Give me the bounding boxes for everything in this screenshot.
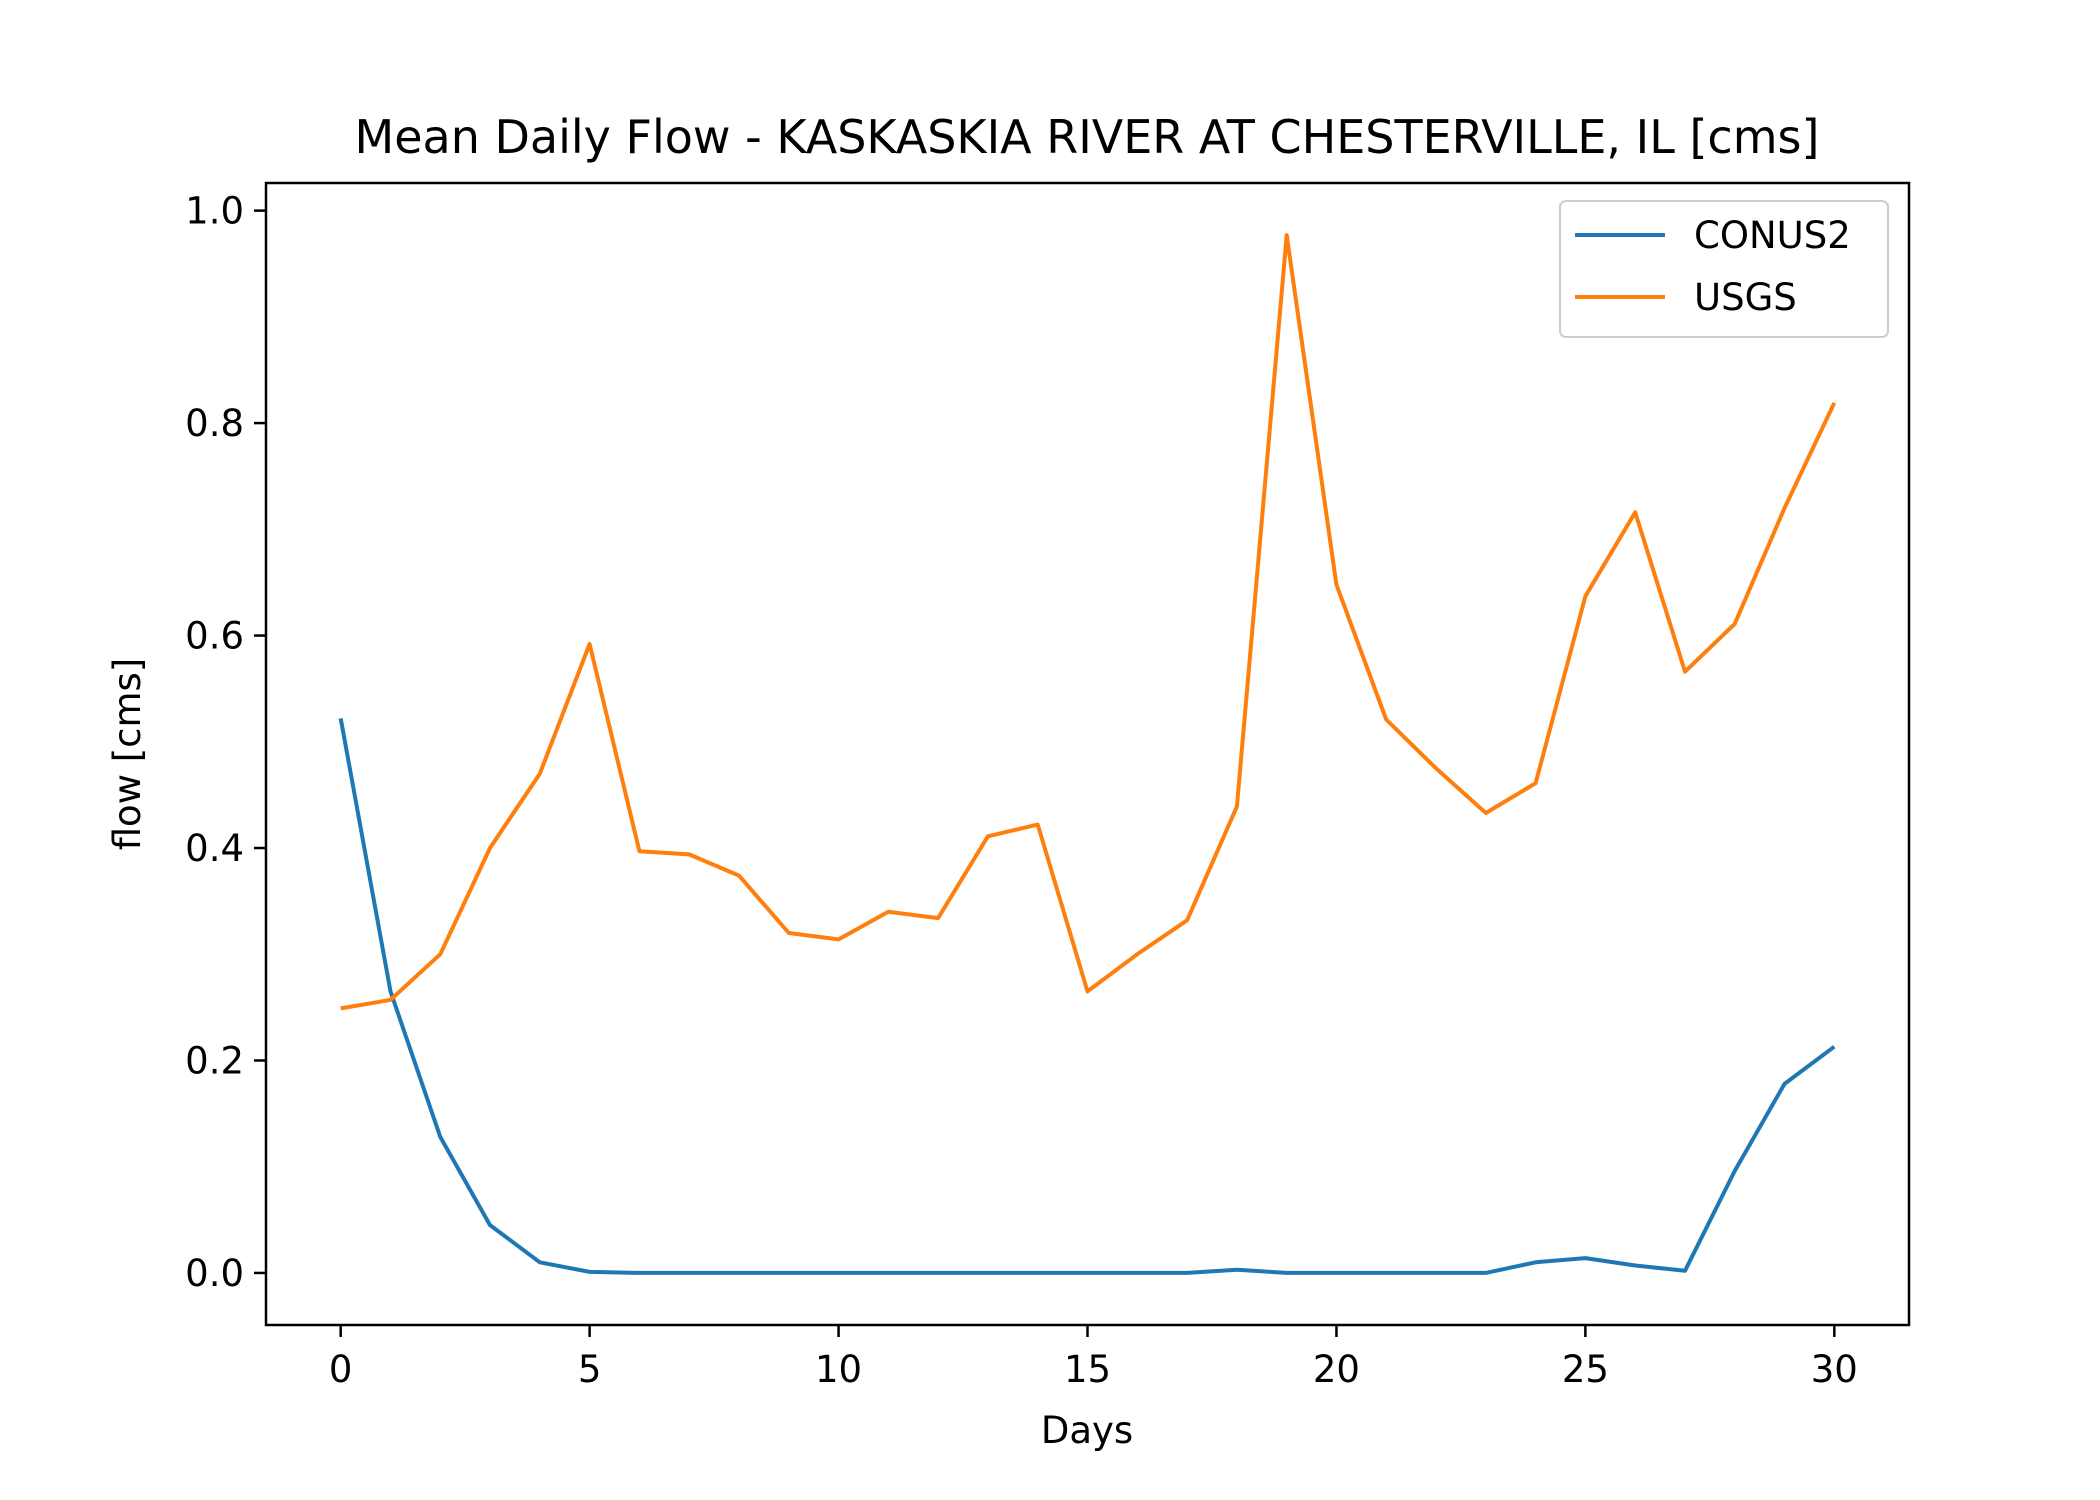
series-lines [338, 233, 1837, 1275]
plot-frame [264, 181, 1911, 1327]
legend: CONUS2 USGS [1559, 200, 1889, 338]
y-tick-label: 0.8 [185, 402, 244, 445]
y-axis-label: flow [cms] [106, 658, 149, 851]
y-tick-label: 0.0 [185, 1252, 244, 1295]
y-tick-label: 0.4 [185, 827, 244, 870]
series-line-conus2 [338, 718, 1836, 1275]
x-tick-label: 30 [1811, 1348, 1858, 1391]
series-line-usgs [340, 233, 1837, 1011]
y-axis-ticks: 0.0 0.2 0.4 0.6 0.8 1.0 [185, 190, 266, 1295]
x-tick-label: 25 [1562, 1348, 1609, 1391]
x-tick-label: 20 [1313, 1348, 1360, 1391]
chart-title: Mean Daily Flow - KASKASKIA RIVER AT CHE… [355, 110, 1820, 164]
x-axis-ticks: 0 5 10 15 20 25 30 [329, 1325, 1858, 1391]
x-tick-label: 10 [815, 1348, 862, 1391]
y-tick-label: 1.0 [185, 190, 244, 233]
x-tick-label: 0 [329, 1348, 353, 1391]
x-axis-label: Days [1041, 1409, 1133, 1452]
x-tick-label: 5 [578, 1348, 602, 1391]
legend-label-conus2: CONUS2 [1694, 214, 1851, 257]
x-tick-label: 15 [1064, 1348, 1111, 1391]
y-tick-label: 0.2 [185, 1039, 244, 1082]
legend-label-usgs: USGS [1694, 276, 1797, 319]
y-tick-label: 0.6 [185, 615, 244, 658]
